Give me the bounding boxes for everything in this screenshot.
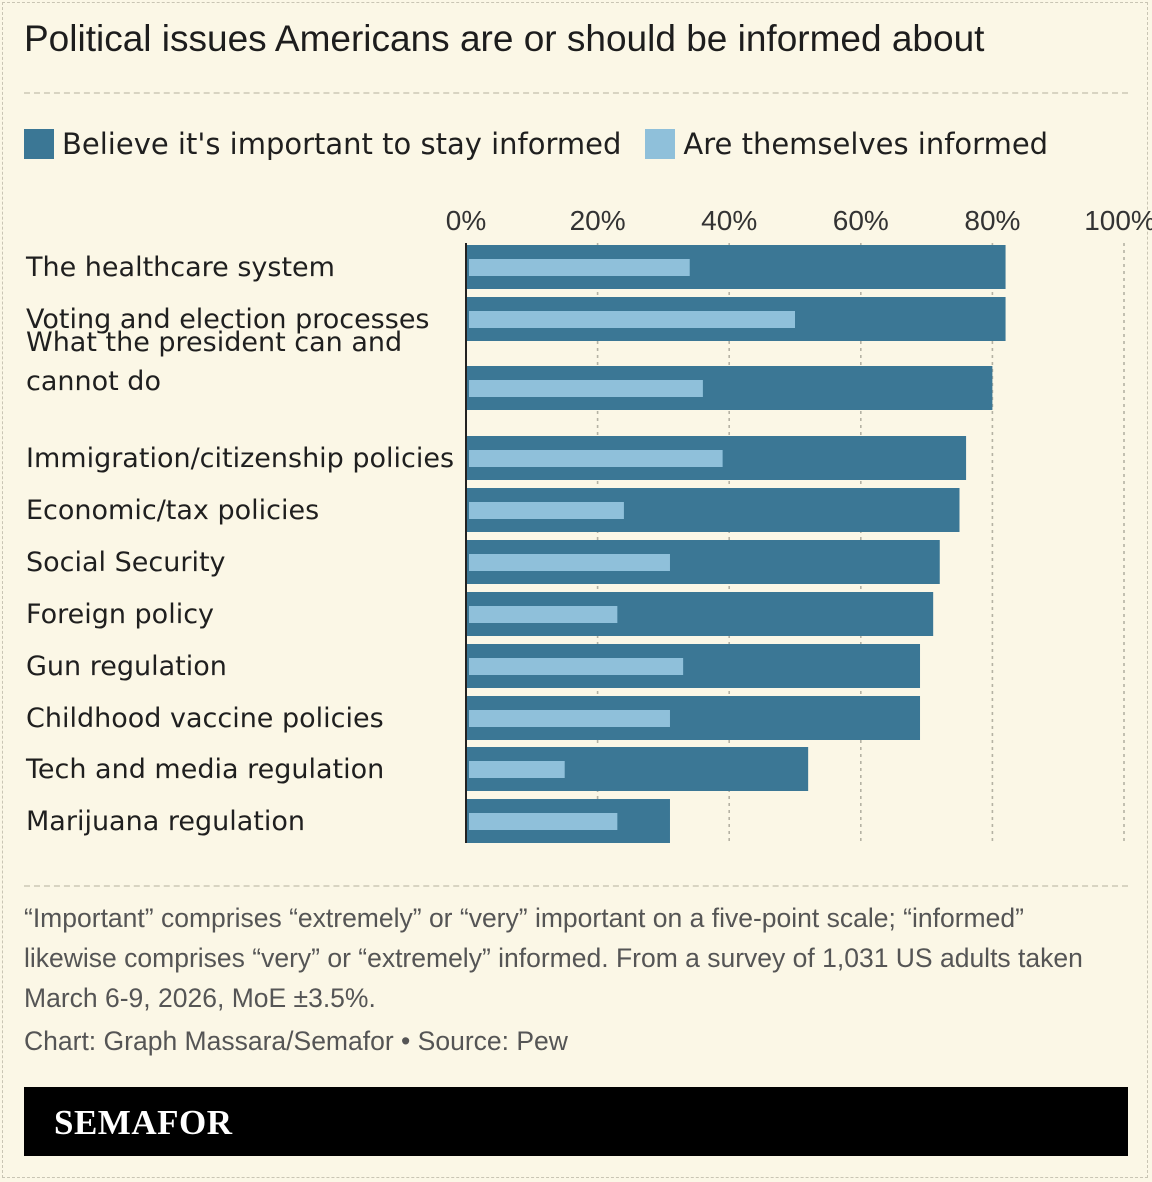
brand-bar: SEMAFOR xyxy=(24,1087,1128,1156)
chart-credit: Chart: Graph Massara/Semafor • Source: P… xyxy=(24,1026,568,1056)
x-tick-label: 0% xyxy=(446,205,486,236)
legend-swatch-informed xyxy=(645,129,676,159)
footnote: “Important” comprises “extremely” or “ve… xyxy=(24,903,1083,1013)
legend-item-informed: Are themselves informed xyxy=(645,127,1048,161)
bar-chart: 0% 20% 40% 60% 80% 100% The healthcare system V… xyxy=(25,205,1152,843)
bar-informed xyxy=(469,380,703,397)
x-tick-label: 80% xyxy=(964,205,1020,236)
category-label: Social Security xyxy=(26,547,226,578)
bar-informed xyxy=(469,761,565,778)
bar-informed xyxy=(469,710,670,727)
bar-informed xyxy=(469,502,624,519)
x-tick-label: 40% xyxy=(701,205,757,236)
bar-informed xyxy=(469,450,723,467)
bar-informed xyxy=(469,658,684,675)
legend-item-important: Believe it's important to stay informed xyxy=(24,127,621,161)
category-label: Immigration/citizenship policies xyxy=(26,443,454,474)
title-divider xyxy=(24,92,1128,94)
x-tick-label: 60% xyxy=(833,205,889,236)
bar-informed xyxy=(469,259,690,276)
legend-label-informed: Are themselves informed xyxy=(683,127,1049,161)
category-label: Economic/tax policies xyxy=(26,495,319,526)
category-label: Foreign policy xyxy=(26,599,214,630)
category-label: Childhood vaccine policies xyxy=(26,703,384,734)
category-label: Marijuana regulation xyxy=(26,806,305,837)
category-label: The healthcare system xyxy=(25,252,335,283)
bar-informed xyxy=(469,311,795,328)
bar-informed xyxy=(469,554,670,571)
category-label: Voting and election processes xyxy=(26,304,430,335)
footnote-divider xyxy=(24,885,1128,887)
chart-title: Political issues Americans are or should… xyxy=(24,18,985,59)
category-label: Gun regulation xyxy=(26,651,227,682)
x-tick-label: 100% xyxy=(1084,205,1152,236)
legend-label-important: Believe it's important to stay informed xyxy=(62,127,622,161)
x-tick-label: 20% xyxy=(570,205,626,236)
bar-informed xyxy=(469,606,618,623)
semafor-logo: SEMAFOR xyxy=(54,1103,233,1142)
bar-informed xyxy=(469,813,618,830)
legend-swatch-important xyxy=(24,129,54,159)
category-label: What the president can and cannot do xyxy=(26,327,402,397)
legend: Believe it's important to stay informed … xyxy=(24,124,1072,164)
category-label: Tech and media regulation xyxy=(25,754,384,785)
